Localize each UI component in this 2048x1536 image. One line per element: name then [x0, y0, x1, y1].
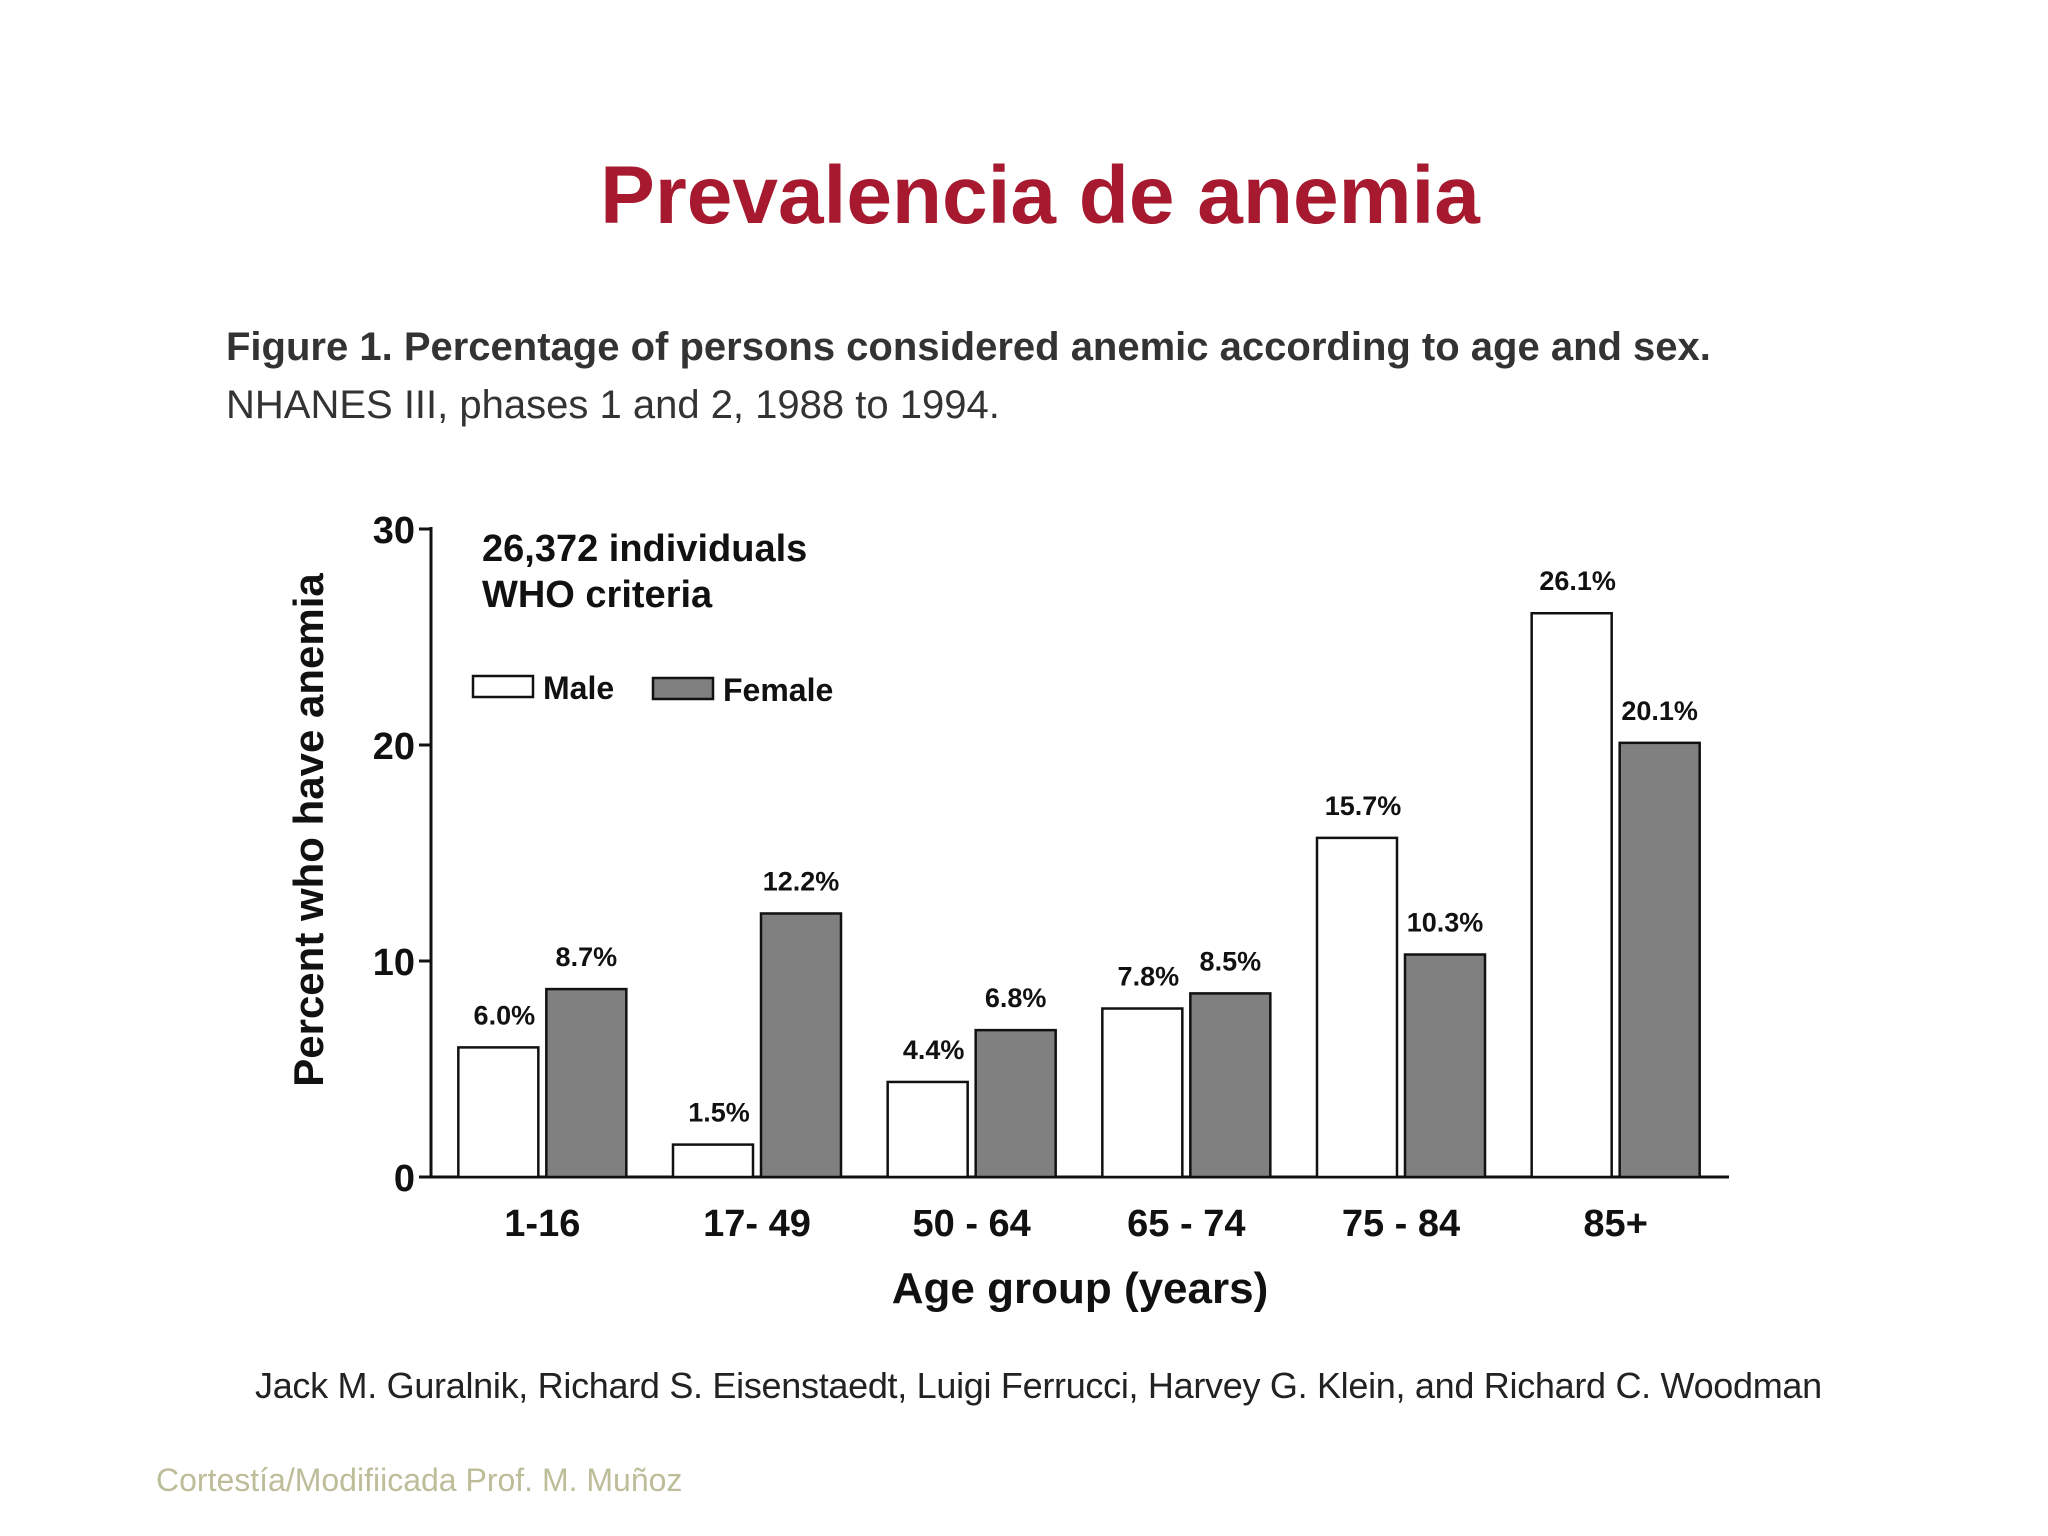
bar-male [457, 1046, 540, 1179]
chart-axes: 0 10 20 30 Percent who have anemia Age group … [285, 510, 1729, 1313]
bar-female [1189, 992, 1272, 1179]
data-label-male: 1.5% [688, 1098, 750, 1128]
data-label-female: 6.8% [985, 983, 1047, 1013]
bar-male [886, 1080, 969, 1179]
y-axis-label: Percent who have anemia [285, 573, 332, 1087]
data-label-male: 7.8% [1118, 962, 1180, 992]
bar-female [545, 987, 628, 1179]
y-tick-label: 20 [373, 726, 415, 768]
data-label-male: 15.7% [1325, 791, 1402, 821]
legend-label-male: Male [543, 670, 614, 706]
x-tick-label: 85+ [1583, 1203, 1647, 1245]
bar-male [1315, 836, 1399, 1179]
bar-female [759, 912, 843, 1179]
annotation-text: 26,372 individuals [482, 528, 807, 570]
courtesy-note: Cortestía/Modifiicada Prof. M. Muñoz [156, 1462, 683, 1498]
bar-female [974, 1028, 1057, 1179]
x-tick-label: 65 - 74 [1127, 1203, 1245, 1245]
slide-title: Prevalencia de anemia [600, 150, 1480, 241]
x-tick-label: 1-16 [504, 1203, 580, 1245]
authors-credit: Jack M. Guralnik, Richard S. Eisenstaedt… [255, 1365, 1822, 1406]
y-tick-label: 0 [394, 1158, 415, 1200]
x-tick-label: 75 - 84 [1342, 1203, 1460, 1245]
chart-bars [457, 611, 1701, 1179]
data-label-female: 10.3% [1407, 908, 1484, 938]
legend-label-female: Female [723, 672, 833, 708]
bar-female [1618, 741, 1701, 1179]
chart-bar-labels: 6.0% 8.7% 1.5% 12.2% 4.4% 6.8% 7.8% 8.5% 15.7% 10… [474, 566, 1698, 1127]
data-label-male: 4.4% [903, 1035, 965, 1065]
data-label-female: 20.1% [1621, 696, 1698, 726]
data-label-female: 12.2% [763, 866, 840, 896]
bar-male [671, 1143, 755, 1179]
x-tick-label: 50 - 64 [913, 1203, 1031, 1245]
data-label-male: 6.0% [474, 1000, 536, 1030]
bar-male [1530, 611, 1613, 1179]
bar-female [1403, 953, 1487, 1179]
annotation-text: WHO criteria [482, 574, 713, 616]
data-label-female: 8.7% [556, 942, 618, 972]
y-tick-label: 10 [373, 942, 415, 984]
x-axis-label: Age group (years) [892, 1264, 1269, 1313]
figure-caption: Figure 1. Percentage of persons consider… [226, 318, 1711, 434]
data-label-male: 26.1% [1539, 566, 1616, 596]
x-tick-label: 17- 49 [703, 1203, 811, 1245]
figure-caption-title: Figure 1. Percentage of persons consider… [226, 325, 1711, 369]
y-tick-label: 30 [373, 510, 415, 552]
data-label-female: 8.5% [1200, 946, 1262, 976]
legend-swatch-male [471, 674, 535, 699]
figure-caption-subtitle: NHANES III, phases 1 and 2, 1988 to 1994… [226, 383, 1000, 427]
bar-male [1101, 1007, 1184, 1179]
legend-swatch-female [651, 676, 715, 701]
chart-legend: Male Female [471, 670, 833, 708]
